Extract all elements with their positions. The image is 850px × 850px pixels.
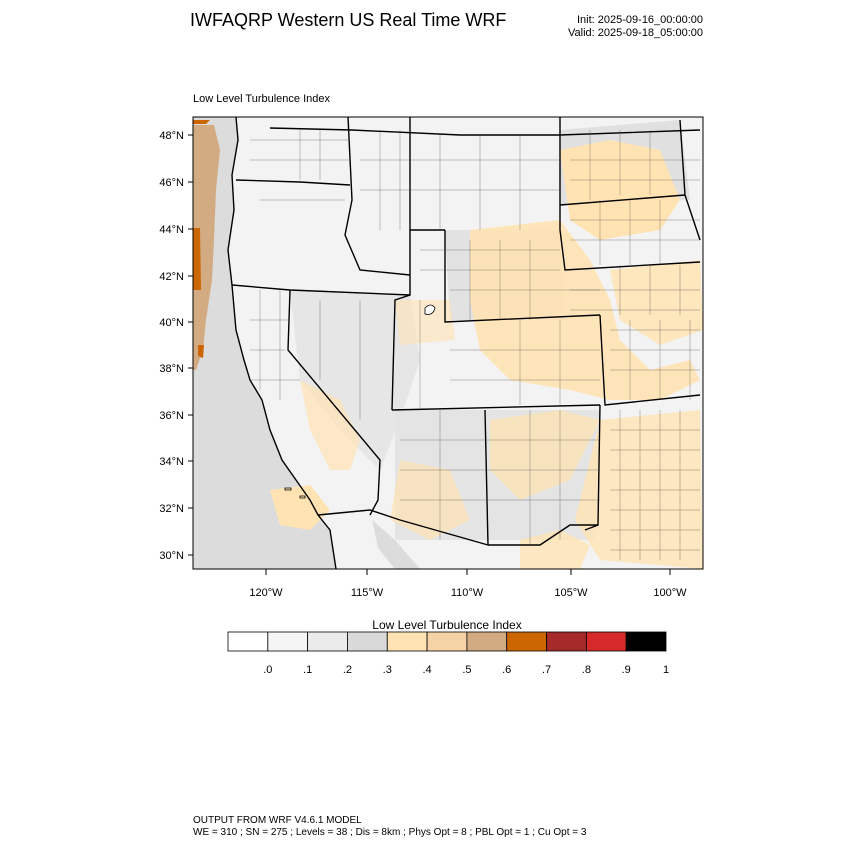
plot-title: IWFAQRP Western US Real Time WRF [190, 10, 507, 30]
lat-tick-label: 46°N [159, 177, 184, 189]
colorbar-label: .7 [542, 664, 551, 676]
lon-axis: 120°W 115°W 110°W 105°W 100°W [249, 569, 687, 599]
init-time: Init: 2025-09-16_00:00:00 [577, 14, 703, 26]
footer-line-2: WE = 310 ; SN = 275 ; Levels = 38 ; Dis … [193, 827, 587, 838]
colorbar-swatch [546, 631, 587, 652]
colorbar-swatch [386, 631, 428, 652]
valid-time: Valid: 2025-09-18_05:00:00 [568, 27, 703, 39]
lat-tick-label: 32°N [159, 503, 184, 515]
run-info: Init: 2025-09-16_00:00:00 Valid: 2025-09… [520, 14, 703, 40]
colorbar-swatch [307, 631, 348, 652]
colorbar-label: .1 [303, 664, 312, 676]
colorbar-label: .0 [263, 664, 272, 676]
colorbar-label: .4 [422, 664, 431, 676]
colorbar-label: .6 [502, 664, 511, 676]
lat-tick-label: 30°N [159, 550, 184, 562]
county-borders [250, 130, 700, 560]
turbulence-area-ne [610, 260, 703, 345]
colorbar-label: .5 [462, 664, 471, 676]
lat-tick-label: 34°N [159, 456, 184, 468]
great-salt-lake [424, 304, 436, 315]
coastal-band [193, 125, 220, 370]
turbulence-area-ut [395, 300, 455, 345]
colorbar-label: .2 [343, 664, 352, 676]
lat-axis: 48°N 46°N 44°N 42°N 40°N 38°N 36°N 34°N … [159, 130, 193, 562]
lon-tick-label: 120°W [249, 587, 283, 599]
colorbar-label: .9 [622, 664, 631, 676]
model-info-footer: OUTPUT FROM WRF V4.6.1 MODEL WE = 310 ; … [193, 815, 586, 839]
state-borders [227, 117, 701, 569]
map-frame [192, 116, 704, 570]
colorbar-swatch [506, 631, 547, 652]
colorbar: .0 .1 .2 .3 .4 .5 .6 .7 .8 .9 1 [227, 631, 669, 676]
map-field [193, 117, 703, 569]
lat-tick-label: 48°N [159, 130, 184, 142]
lat-tick-label: 36°N [159, 410, 184, 422]
turbulence-area-tx [575, 410, 703, 569]
lon-tick-label: 100°W [653, 587, 687, 599]
colorbar-swatch [426, 631, 468, 652]
panel-title: Low Level Turbulence Index [193, 93, 330, 105]
colorbar-swatch [625, 631, 667, 652]
lat-tick-label: 42°N [159, 271, 184, 283]
lat-tick-label: 40°N [159, 317, 184, 329]
turbulence-area-nv [300, 380, 360, 470]
colorbar-swatch [267, 631, 309, 652]
lon-tick-label: 110°W [451, 587, 484, 599]
colorbar-label: .3 [383, 664, 392, 676]
footer-line-1: OUTPUT FROM WRF V4.6.1 MODEL [193, 815, 362, 826]
coastal-hotspot-or [193, 228, 201, 290]
colorbar-swatch [347, 631, 388, 652]
coastal-hotspot-ca [198, 345, 204, 358]
turbulence-area-mexico [520, 530, 590, 569]
lon-tick-label: 115°W [351, 587, 384, 599]
colorbar-label: 1 [663, 664, 669, 676]
lat-tick-label: 44°N [159, 224, 184, 236]
channel-islands [284, 487, 306, 499]
colorbar-label: .8 [582, 664, 591, 676]
coastal-hotspot-n [193, 120, 210, 124]
turbulence-area-socal [270, 485, 330, 530]
lat-tick-label: 38°N [159, 363, 184, 375]
lon-tick-label: 105°W [554, 587, 588, 599]
colorbar-swatch [227, 631, 269, 652]
colorbar-title: Low Level Turbulence Index [372, 618, 522, 632]
gulf-of-california [372, 520, 420, 569]
colorbar-swatch [585, 631, 627, 652]
great-basin-shade [290, 290, 420, 470]
turbulence-area-nm [490, 410, 600, 500]
colorbar-swatch [466, 631, 508, 652]
pacific-ocean [193, 117, 336, 569]
